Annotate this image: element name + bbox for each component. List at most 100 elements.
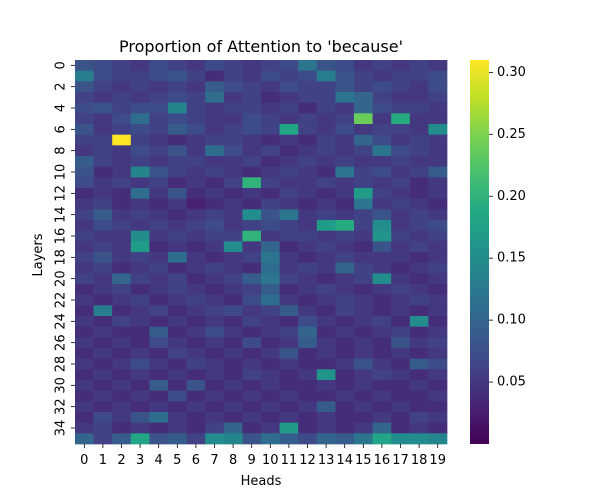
heatmap-cell	[223, 294, 243, 306]
heatmap-cell	[205, 401, 225, 413]
heatmap-cell	[149, 209, 169, 221]
heatmap-cell	[130, 145, 150, 157]
heatmap-cell	[149, 358, 169, 370]
heatmap-cell	[205, 284, 225, 296]
heatmap-cell	[112, 102, 132, 114]
x-tick-label: 16	[374, 453, 391, 468]
heatmap-cell	[149, 369, 169, 381]
heatmap-cell	[279, 145, 299, 157]
heatmap-cell	[409, 145, 429, 157]
heatmap-cell	[112, 273, 132, 285]
heatmap-cell	[316, 433, 336, 445]
heatmap-cell	[223, 284, 243, 296]
heatmap-cell	[205, 273, 225, 285]
heatmap-cell	[372, 284, 392, 296]
heatmap-cell	[354, 198, 373, 210]
heatmap-cell	[316, 145, 336, 157]
colorbar-tick-label: 0.15	[497, 251, 526, 266]
heatmap-cell	[298, 70, 318, 82]
heatmap-cell	[428, 337, 448, 349]
heatmap-cell	[261, 401, 280, 413]
heatmap-cell	[112, 92, 132, 104]
heatmap-cell	[205, 70, 225, 82]
heatmap-cell	[261, 358, 280, 370]
heatmap-cell	[149, 102, 169, 114]
heatmap-cell	[372, 326, 392, 338]
heatmap-cell	[186, 188, 206, 200]
heatmap-cell	[223, 230, 243, 242]
heatmap-cell	[223, 369, 243, 381]
heatmap-cell	[223, 380, 243, 392]
heatmap-cell	[168, 60, 187, 72]
heatmap-cell	[261, 156, 280, 168]
heatmap-cell	[130, 433, 150, 445]
heatmap-cell	[372, 401, 392, 413]
heatmap-cells	[75, 60, 448, 445]
heatmap-cell	[205, 81, 225, 93]
heatmap-cell	[168, 369, 187, 381]
heatmap-cell	[130, 113, 150, 125]
heatmap-cell	[354, 358, 373, 370]
heatmap-cell	[168, 124, 187, 136]
heatmap-cell	[409, 326, 429, 338]
heatmap-cell	[335, 102, 355, 114]
heatmap-cell	[261, 209, 280, 221]
heatmap-cell	[149, 81, 169, 93]
heatmap-cell	[391, 348, 411, 360]
heatmap-cell	[279, 348, 299, 360]
heatmap-cell	[130, 412, 150, 424]
heatmap-cell	[75, 305, 94, 317]
heatmap-cell	[75, 145, 94, 157]
heatmap-cell	[93, 305, 113, 317]
heatmap-cell	[149, 284, 169, 296]
heatmap-cell	[205, 177, 225, 189]
heatmap-cell	[93, 166, 113, 178]
heatmap-cell	[223, 188, 243, 200]
heatmap-cell	[354, 326, 373, 338]
heatmap-cell	[335, 220, 355, 232]
heatmap-cell	[279, 134, 299, 146]
heatmap-cell	[391, 124, 411, 136]
heatmap-cell	[428, 433, 448, 445]
heatmap-cell	[186, 262, 206, 274]
heatmap-cell	[316, 241, 336, 253]
heatmap-cell	[168, 198, 187, 210]
heatmap-cell	[409, 113, 429, 125]
heatmap-cell	[149, 188, 169, 200]
heatmap-cell	[428, 262, 448, 274]
heatmap-cell	[372, 166, 392, 178]
heatmap-cell	[93, 188, 113, 200]
heatmap-cell	[242, 262, 262, 274]
heatmap-cell	[149, 273, 169, 285]
heatmap-cell	[93, 348, 113, 360]
heatmap-cell	[130, 262, 150, 274]
heatmap-cell	[372, 358, 392, 370]
heatmap-cell	[242, 284, 262, 296]
heatmap-cell	[372, 422, 392, 434]
colorbar-tick-label: 0.25	[497, 127, 526, 142]
heatmap-cell	[335, 81, 355, 93]
heatmap-cell	[75, 70, 94, 82]
heatmap-cell	[409, 433, 429, 445]
heatmap-cell	[223, 209, 243, 221]
heatmap-cell	[112, 166, 132, 178]
heatmap-cell	[316, 70, 336, 82]
y-tick-label: 34	[54, 420, 69, 437]
heatmap-cell	[130, 156, 150, 168]
heatmap-cell	[242, 380, 262, 392]
heatmap-cell	[149, 60, 169, 72]
heatmap-cell	[130, 284, 150, 296]
heatmap-cell	[372, 337, 392, 349]
heatmap-cell	[168, 273, 187, 285]
heatmap-cell	[186, 369, 206, 381]
heatmap-cell	[130, 337, 150, 349]
heatmap-cell	[354, 348, 373, 360]
heatmap-cell	[372, 134, 392, 146]
heatmap-cell	[75, 412, 94, 424]
heatmap-cell	[279, 209, 299, 221]
y-tick-label: 14	[53, 206, 68, 223]
heatmap-cell	[186, 134, 206, 146]
heatmap-cell	[112, 401, 132, 413]
heatmap-cell	[354, 294, 373, 306]
heatmap-cell	[75, 209, 94, 221]
